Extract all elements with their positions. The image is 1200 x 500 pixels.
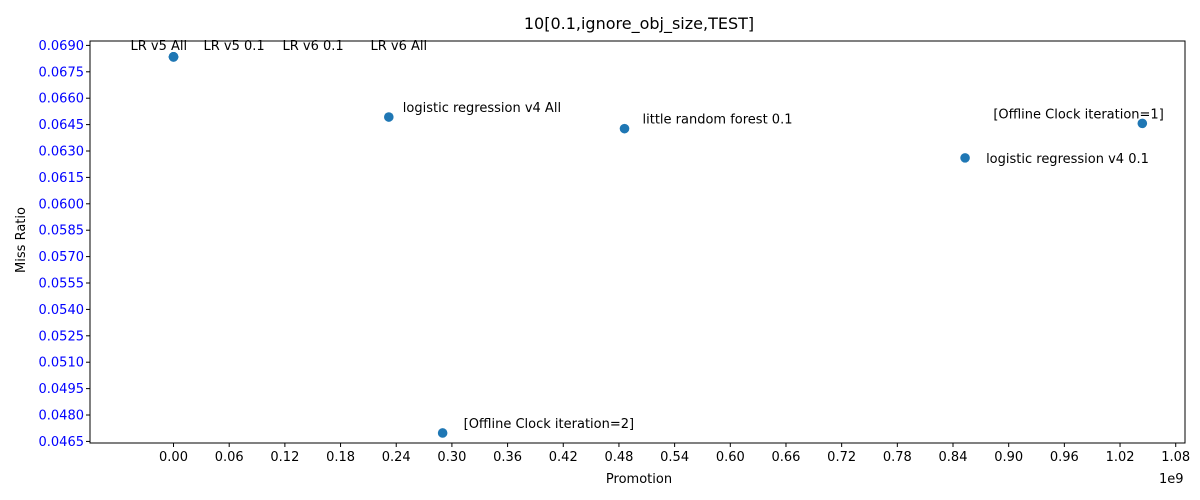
y-tick-label: 0.0600 <box>39 197 85 212</box>
point-label: LR v5 0.1 <box>204 39 265 54</box>
chart-title: 10[0.1,ignore_obj_size,TEST] <box>524 14 754 34</box>
point-label: logistic regression v4 All <box>403 101 561 116</box>
y-tick-label: 0.0570 <box>39 250 85 265</box>
data-point <box>384 112 394 122</box>
x-tick-label: 0.78 <box>883 450 912 465</box>
x-axis-title: Promotion <box>606 472 672 487</box>
data-point <box>437 428 448 438</box>
y-tick-label: 0.0480 <box>39 409 85 424</box>
y-tick-label: 0.0510 <box>39 356 85 371</box>
x-tick-label: 0.24 <box>382 450 411 465</box>
x-tick-label: 0.84 <box>939 450 968 465</box>
y-tick-label: 0.0540 <box>39 303 85 318</box>
point-label: [Offline Clock iteration=2] <box>464 417 634 432</box>
x-tick-label: 0.96 <box>1050 450 1079 465</box>
x-tick-label: 0.06 <box>215 450 244 465</box>
x-tick-label: 1.08 <box>1161 450 1190 465</box>
y-tick-label: 0.0555 <box>39 277 85 292</box>
x-tick-label: 0.72 <box>827 450 856 465</box>
y-tick-label: 0.0660 <box>39 92 85 107</box>
x-tick-label: 1.02 <box>1106 450 1135 465</box>
y-tick-label: 0.0495 <box>39 382 85 397</box>
point-label: LR v6 0.1 <box>283 39 344 54</box>
point-label: little random forest 0.1 <box>643 113 793 128</box>
x-tick-label: 0.54 <box>660 450 689 465</box>
point-label: LR v6 All <box>371 39 428 54</box>
plot-frame <box>89 40 1186 444</box>
x-tick-label: 0.30 <box>437 450 466 465</box>
y-tick-label: 0.0630 <box>39 145 85 160</box>
x-axis-offset-text: 1e9 <box>1159 472 1184 487</box>
x-tick-label: 0.48 <box>604 450 633 465</box>
point-label: [Offline Clock iteration=1] <box>993 107 1163 122</box>
x-tick-label: 0.00 <box>159 450 188 465</box>
y-tick-label: 0.0525 <box>39 329 85 344</box>
data-point <box>168 52 179 62</box>
point-label: logistic regression v4 0.1 <box>986 152 1149 167</box>
data-point <box>619 123 630 134</box>
y-tick-label: 0.0690 <box>39 39 85 54</box>
y-tick-label: 0.0585 <box>39 224 85 239</box>
x-tick-label: 0.60 <box>716 450 745 465</box>
y-tick-label: 0.0615 <box>39 171 85 186</box>
x-tick-label: 0.42 <box>549 450 578 465</box>
x-tick-label: 0.12 <box>270 450 299 465</box>
y-axis-title: Miss Ratio <box>14 207 29 273</box>
point-label: LR v5 All <box>131 39 188 54</box>
x-tick-label: 0.66 <box>771 450 800 465</box>
y-tick-label: 0.0675 <box>39 65 85 80</box>
data-point <box>960 153 970 163</box>
y-tick-label: 0.0465 <box>39 435 85 450</box>
x-tick-label: 0.90 <box>994 450 1023 465</box>
plot-area: 0.00 0.06 0.12 0.18 0.24 0.30 0.36 0.42 0.48 0.54… <box>39 39 1191 465</box>
x-tick-label: 0.36 <box>493 450 522 465</box>
x-tick-label: 0.18 <box>326 450 355 465</box>
y-tick-label: 0.0645 <box>39 118 85 133</box>
data-point <box>1137 118 1148 129</box>
